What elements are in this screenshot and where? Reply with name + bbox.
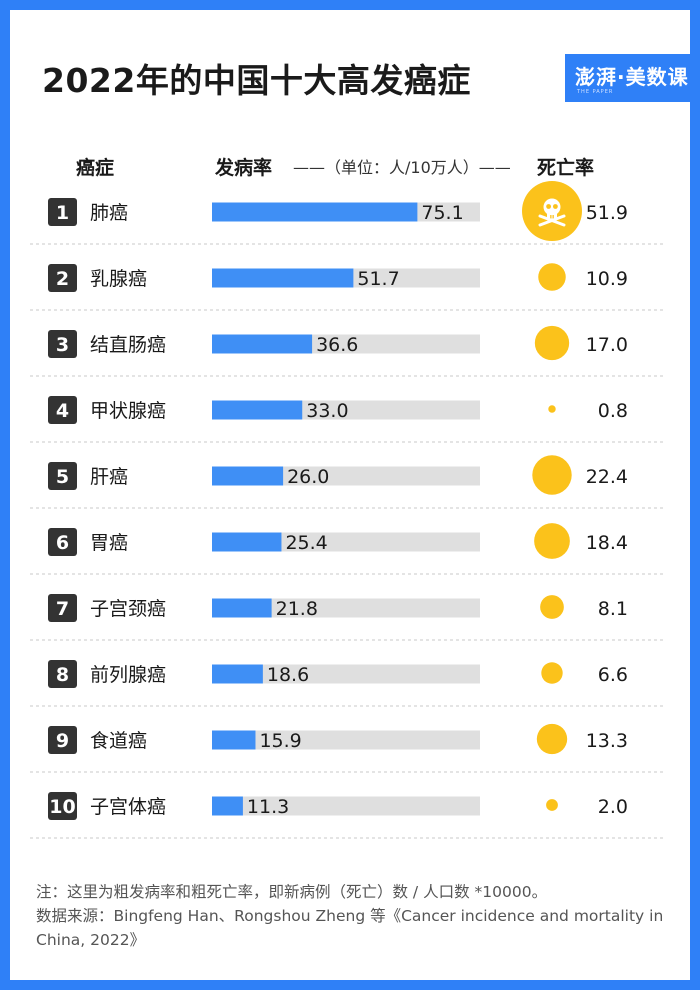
incidence-value-label: 36.6 [316, 334, 358, 356]
chart-title: 2022年的中国十大高发癌症 [42, 61, 471, 100]
incidence-value-label: 21.8 [276, 598, 318, 620]
mortality-bubble [546, 799, 558, 811]
mortality-bubble [541, 662, 563, 684]
rank-badge [48, 660, 77, 688]
mortality-value-label: 13.3 [586, 730, 628, 752]
footnote-source: 数据来源：Bingfeng Han、Rongshou Zheng 等《Cance… [36, 907, 664, 949]
infographic-card: 2022年的中国十大高发癌症 澎湃·美数课 THE PAPER 癌症 发病率 —… [10, 10, 700, 980]
mortality-value-label: 18.4 [586, 532, 628, 554]
rank-number: 10 [49, 796, 75, 818]
mortality-value-label: 6.6 [598, 664, 628, 686]
bar-track [212, 796, 480, 816]
brand-logo-text: 澎湃·美数课 [575, 65, 689, 89]
category-label: 结直肠癌 [90, 334, 166, 356]
bar-track [212, 730, 480, 750]
mortality-value-label: 0.8 [598, 400, 628, 422]
mortality-value-label: 10.9 [586, 268, 628, 290]
rank-badge [48, 198, 77, 226]
mortality-value-label: 2.0 [598, 796, 628, 818]
rank-number: 3 [56, 334, 69, 356]
cancer-chart: 1 肺癌 75.1 51.9 2 乳腺癌 51.7 10.9 3 结直肠癌 36.6 17.0 4 甲状腺… [30, 181, 666, 839]
footnote-note: 注：这里为粗发病率和粗死亡率，即新病例（死亡）数 / 人口数 *10000。 [36, 883, 548, 901]
incidence-bar [212, 466, 284, 486]
incidence-value-label: 51.7 [357, 268, 399, 290]
category-label: 甲状腺癌 [90, 400, 166, 422]
category-label: 胃癌 [90, 532, 128, 554]
rank-badge [48, 462, 77, 490]
rank-number: 6 [56, 532, 69, 554]
header-cancer: 癌症 [76, 157, 115, 179]
mortality-value-label: 51.9 [586, 202, 628, 224]
mortality-value-label: 22.4 [586, 466, 628, 488]
rank-number: 1 [56, 202, 69, 224]
incidence-bar [212, 202, 418, 222]
skull-crossbones-icon [538, 198, 566, 227]
incidence-bar [212, 334, 313, 354]
mortality-bubble [534, 523, 570, 559]
incidence-value-label: 33.0 [306, 400, 348, 422]
category-label: 子宫体癌 [90, 796, 166, 818]
header-incidence: 发病率 [215, 157, 273, 179]
incidence-bar [212, 796, 243, 816]
incidence-bar [212, 664, 263, 684]
bar-track [212, 664, 480, 684]
rank-number: 4 [56, 400, 69, 422]
incidence-value-label: 18.6 [267, 664, 309, 686]
mortality-bubble [532, 455, 572, 495]
rank-badge [48, 528, 77, 556]
bar-track [212, 598, 480, 618]
rank-number: 2 [56, 268, 69, 290]
header-unit: ——（单位：人/10万人）—— [293, 158, 511, 177]
rank-number: 8 [56, 664, 69, 686]
rank-badge [48, 330, 77, 358]
brand-logo-subtext: THE PAPER [577, 89, 614, 95]
mortality-value-label: 8.1 [598, 598, 628, 620]
mortality-value-label: 17.0 [586, 334, 628, 356]
rank-badge [48, 396, 77, 424]
category-label: 食道癌 [90, 730, 147, 752]
mortality-bubble [534, 325, 570, 361]
mortality-bubble [548, 405, 556, 413]
incidence-value-label: 75.1 [421, 202, 463, 224]
rank-badge [48, 726, 77, 754]
header-mortality: 死亡率 [537, 157, 595, 179]
category-label: 肺癌 [90, 202, 128, 224]
category-label: 肝癌 [90, 466, 128, 488]
mortality-bubble [538, 263, 566, 291]
category-label: 乳腺癌 [90, 268, 147, 290]
brand-logo: 澎湃·美数课 THE PAPER [565, 54, 700, 102]
incidence-bar [212, 598, 272, 618]
category-label: 子宫颈癌 [90, 598, 166, 620]
rank-number: 9 [56, 730, 69, 752]
rank-badge [48, 594, 77, 622]
incidence-value-label: 26.0 [287, 466, 329, 488]
footnote: 注：这里为粗发病率和粗死亡率，即新病例（死亡）数 / 人口数 *10000。 数… [36, 880, 676, 952]
incidence-bar [212, 532, 282, 552]
incidence-value-label: 11.3 [247, 796, 289, 818]
incidence-value-label: 15.9 [259, 730, 301, 752]
rank-badge [48, 264, 77, 292]
mortality-bubble [540, 595, 564, 619]
incidence-bar [212, 730, 256, 750]
rank-number: 7 [56, 598, 69, 620]
incidence-bar [212, 268, 354, 288]
rank-badge [48, 792, 77, 820]
rank-number: 5 [56, 466, 69, 488]
mortality-bubble [536, 723, 568, 755]
category-label: 前列腺癌 [90, 664, 166, 686]
incidence-bar [212, 400, 303, 420]
incidence-value-label: 25.4 [285, 532, 327, 554]
